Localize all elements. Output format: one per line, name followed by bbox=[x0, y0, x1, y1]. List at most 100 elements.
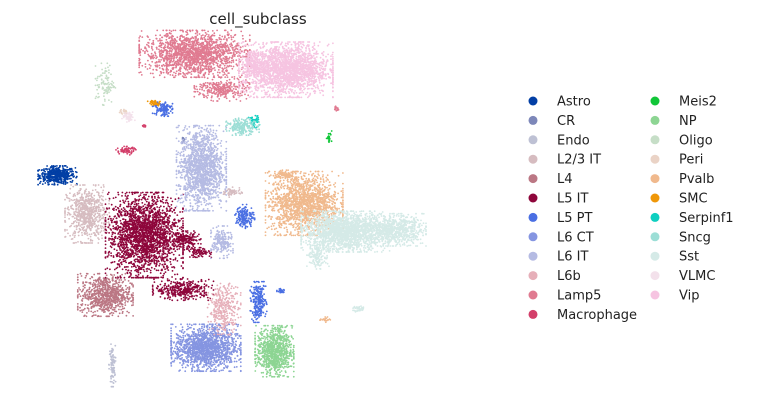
data-point bbox=[64, 230, 66, 232]
data-point bbox=[91, 305, 94, 308]
data-point bbox=[178, 254, 181, 256]
data-point bbox=[97, 220, 99, 223]
data-point bbox=[124, 227, 127, 229]
data-point bbox=[91, 192, 93, 195]
data-point bbox=[166, 242, 169, 245]
data-point bbox=[54, 165, 57, 168]
data-point bbox=[156, 237, 158, 239]
data-point bbox=[115, 217, 118, 220]
data-point bbox=[164, 238, 167, 241]
data-point bbox=[180, 287, 183, 290]
data-point bbox=[70, 224, 72, 227]
data-point bbox=[114, 306, 117, 309]
data-point bbox=[155, 247, 158, 250]
data-point bbox=[119, 219, 122, 222]
data-point bbox=[76, 308, 79, 311]
data-point bbox=[68, 172, 70, 175]
data-point bbox=[96, 227, 99, 230]
data-point bbox=[134, 201, 137, 203]
data-point bbox=[179, 219, 181, 222]
data-point bbox=[165, 207, 168, 210]
data-point bbox=[174, 257, 177, 260]
data-point bbox=[193, 236, 196, 238]
data-point bbox=[140, 249, 143, 252]
data-point bbox=[89, 303, 92, 306]
data-point bbox=[112, 285, 115, 288]
data-point bbox=[127, 226, 130, 229]
data-point bbox=[83, 223, 86, 226]
data-point bbox=[74, 234, 76, 237]
data-point bbox=[120, 256, 123, 259]
data-point bbox=[72, 232, 75, 235]
data-point bbox=[189, 234, 192, 236]
data-point bbox=[192, 280, 195, 282]
data-point bbox=[91, 315, 94, 318]
data-point bbox=[109, 268, 111, 271]
data-point bbox=[100, 186, 103, 189]
data-point bbox=[180, 228, 183, 231]
data-point bbox=[198, 288, 201, 291]
data-point bbox=[112, 291, 115, 294]
data-point bbox=[92, 311, 95, 314]
data-point bbox=[118, 265, 121, 268]
data-point bbox=[83, 314, 86, 317]
data-point bbox=[90, 208, 93, 211]
data-point bbox=[68, 178, 70, 180]
data-point bbox=[109, 295, 112, 298]
data-point bbox=[137, 273, 140, 276]
data-point bbox=[143, 195, 145, 198]
data-point bbox=[212, 280, 215, 283]
data-point bbox=[165, 285, 168, 288]
data-point bbox=[141, 264, 143, 266]
data-point bbox=[67, 206, 70, 209]
data-point bbox=[133, 203, 136, 206]
data-point bbox=[112, 309, 115, 311]
data-point bbox=[112, 359, 114, 362]
data-point bbox=[132, 211, 135, 214]
data-point bbox=[145, 276, 147, 279]
data-point bbox=[157, 231, 160, 234]
data-point bbox=[85, 196, 87, 199]
data-point bbox=[101, 310, 103, 312]
data-point bbox=[103, 308, 105, 311]
data-point bbox=[165, 240, 168, 243]
data-point bbox=[105, 232, 108, 234]
data-point bbox=[78, 202, 80, 205]
data-point bbox=[95, 234, 97, 237]
data-point bbox=[153, 200, 156, 202]
data-point bbox=[162, 248, 164, 251]
data-point bbox=[130, 269, 133, 272]
data-point bbox=[123, 243, 126, 246]
data-point bbox=[159, 229, 162, 232]
data-point bbox=[46, 165, 48, 167]
data-point bbox=[44, 170, 46, 173]
data-point bbox=[91, 293, 94, 295]
data-point bbox=[136, 241, 139, 243]
data-point bbox=[139, 276, 141, 279]
data-point bbox=[127, 266, 129, 268]
data-point bbox=[106, 309, 109, 311]
data-point bbox=[148, 202, 150, 205]
data-point bbox=[192, 245, 195, 248]
data-point bbox=[71, 215, 74, 218]
data-point bbox=[110, 261, 113, 264]
data-point bbox=[112, 208, 114, 211]
data-point bbox=[172, 233, 175, 235]
data-point bbox=[193, 248, 195, 251]
data-point bbox=[114, 360, 117, 362]
data-point bbox=[182, 251, 184, 253]
data-point bbox=[99, 290, 101, 293]
data-point bbox=[172, 223, 174, 226]
data-point bbox=[172, 281, 175, 283]
data-point bbox=[113, 274, 116, 276]
data-point bbox=[114, 276, 117, 279]
data-point bbox=[81, 197, 83, 199]
data-point bbox=[129, 220, 132, 223]
data-point bbox=[167, 248, 170, 251]
data-point bbox=[143, 253, 146, 256]
data-point bbox=[196, 287, 199, 289]
data-point bbox=[75, 171, 78, 174]
data-point bbox=[107, 218, 110, 221]
data-point bbox=[163, 297, 166, 300]
data-point bbox=[120, 297, 122, 300]
